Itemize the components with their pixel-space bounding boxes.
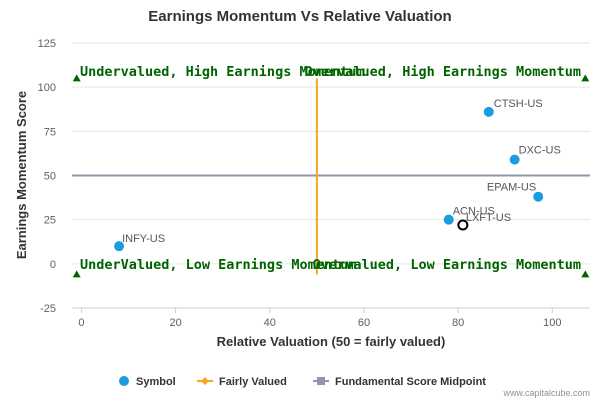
legend-label-midpoint: Fundamental Score Midpoint [335,376,486,388]
x-tick-label: 100 [543,317,561,329]
point-dxc-us[interactable] [509,154,520,165]
point-ctsh-us[interactable] [483,106,494,117]
y-tick-label: 50 [44,171,56,183]
corner-triangle-marker [72,74,81,82]
credit-text[interactable]: www.capitalcube.com [502,388,590,398]
quadrant-corner-markers [72,74,590,278]
y-axis-ticks: 125 100 75 50 25 0 -25 [38,38,56,315]
x-tick-label: 20 [169,317,181,329]
legend-label-fairly-valued: Fairly Valued [219,376,287,388]
point-lxft-us[interactable] [457,219,469,231]
legend-label-symbol: Symbol [136,376,176,388]
legend-item-midpoint[interactable]: Fundamental Score Midpoint [313,376,486,388]
point-label-ctsh-us: CTSH-US [494,98,543,110]
point-label-infy-us: INFY-US [122,233,165,245]
point-label-epam-us: EPAM-US [487,182,536,194]
x-axis-title: Relative Valuation (50 = fairly valued) [217,334,446,349]
quadrant-label-bottom-left: UnderValued, Low Earnings Momentum [80,257,356,273]
legend-midpoint-marker [317,377,325,385]
corner-triangle-marker [581,270,590,278]
point-label-dxc-us: DXC-US [519,145,561,157]
legend-item-symbol[interactable]: Symbol [119,376,176,388]
corner-triangle-marker [72,270,81,278]
point-label-lxft-us: LXFT-US [466,212,511,224]
chart-title: Earnings Momentum Vs Relative Valuation [148,8,451,25]
x-axis-ticks: 0 20 40 60 80 100 [78,308,562,329]
legend: Symbol Fairly Valued Fundamental Score M… [119,376,486,388]
point-epam-us[interactable] [533,191,544,202]
point-label-acn-us: ACN-US [453,206,495,218]
point-acn-us[interactable] [443,214,454,225]
corner-triangle-marker [581,74,590,82]
x-tick-label: 0 [78,317,84,329]
point-infy-us[interactable] [114,241,125,252]
quadrant-label-top-left: Undervalued, High Earnings Momentum [80,64,364,80]
x-tick-label: 40 [264,317,276,329]
quadrant-label-top-right: Overvalued, High Earnings Momentum [305,64,581,80]
y-tick-label: 125 [38,38,56,50]
y-tick-label: 100 [38,82,56,94]
y-tick-label: 75 [44,126,56,138]
y-tick-label: -25 [40,303,56,315]
legend-fairly-valued-marker [201,377,209,385]
x-tick-label: 80 [452,317,464,329]
legend-item-fairly-valued[interactable]: Fairly Valued [197,376,287,388]
legend-symbol-marker [119,376,129,386]
y-tick-label: 0 [50,259,56,271]
y-axis-title: Earnings Momentum Score [14,91,29,259]
x-tick-label: 60 [358,317,370,329]
y-tick-label: 25 [44,215,56,227]
quadrant-label-bottom-right: Overvalued, Low Earnings Momentum [313,257,581,273]
